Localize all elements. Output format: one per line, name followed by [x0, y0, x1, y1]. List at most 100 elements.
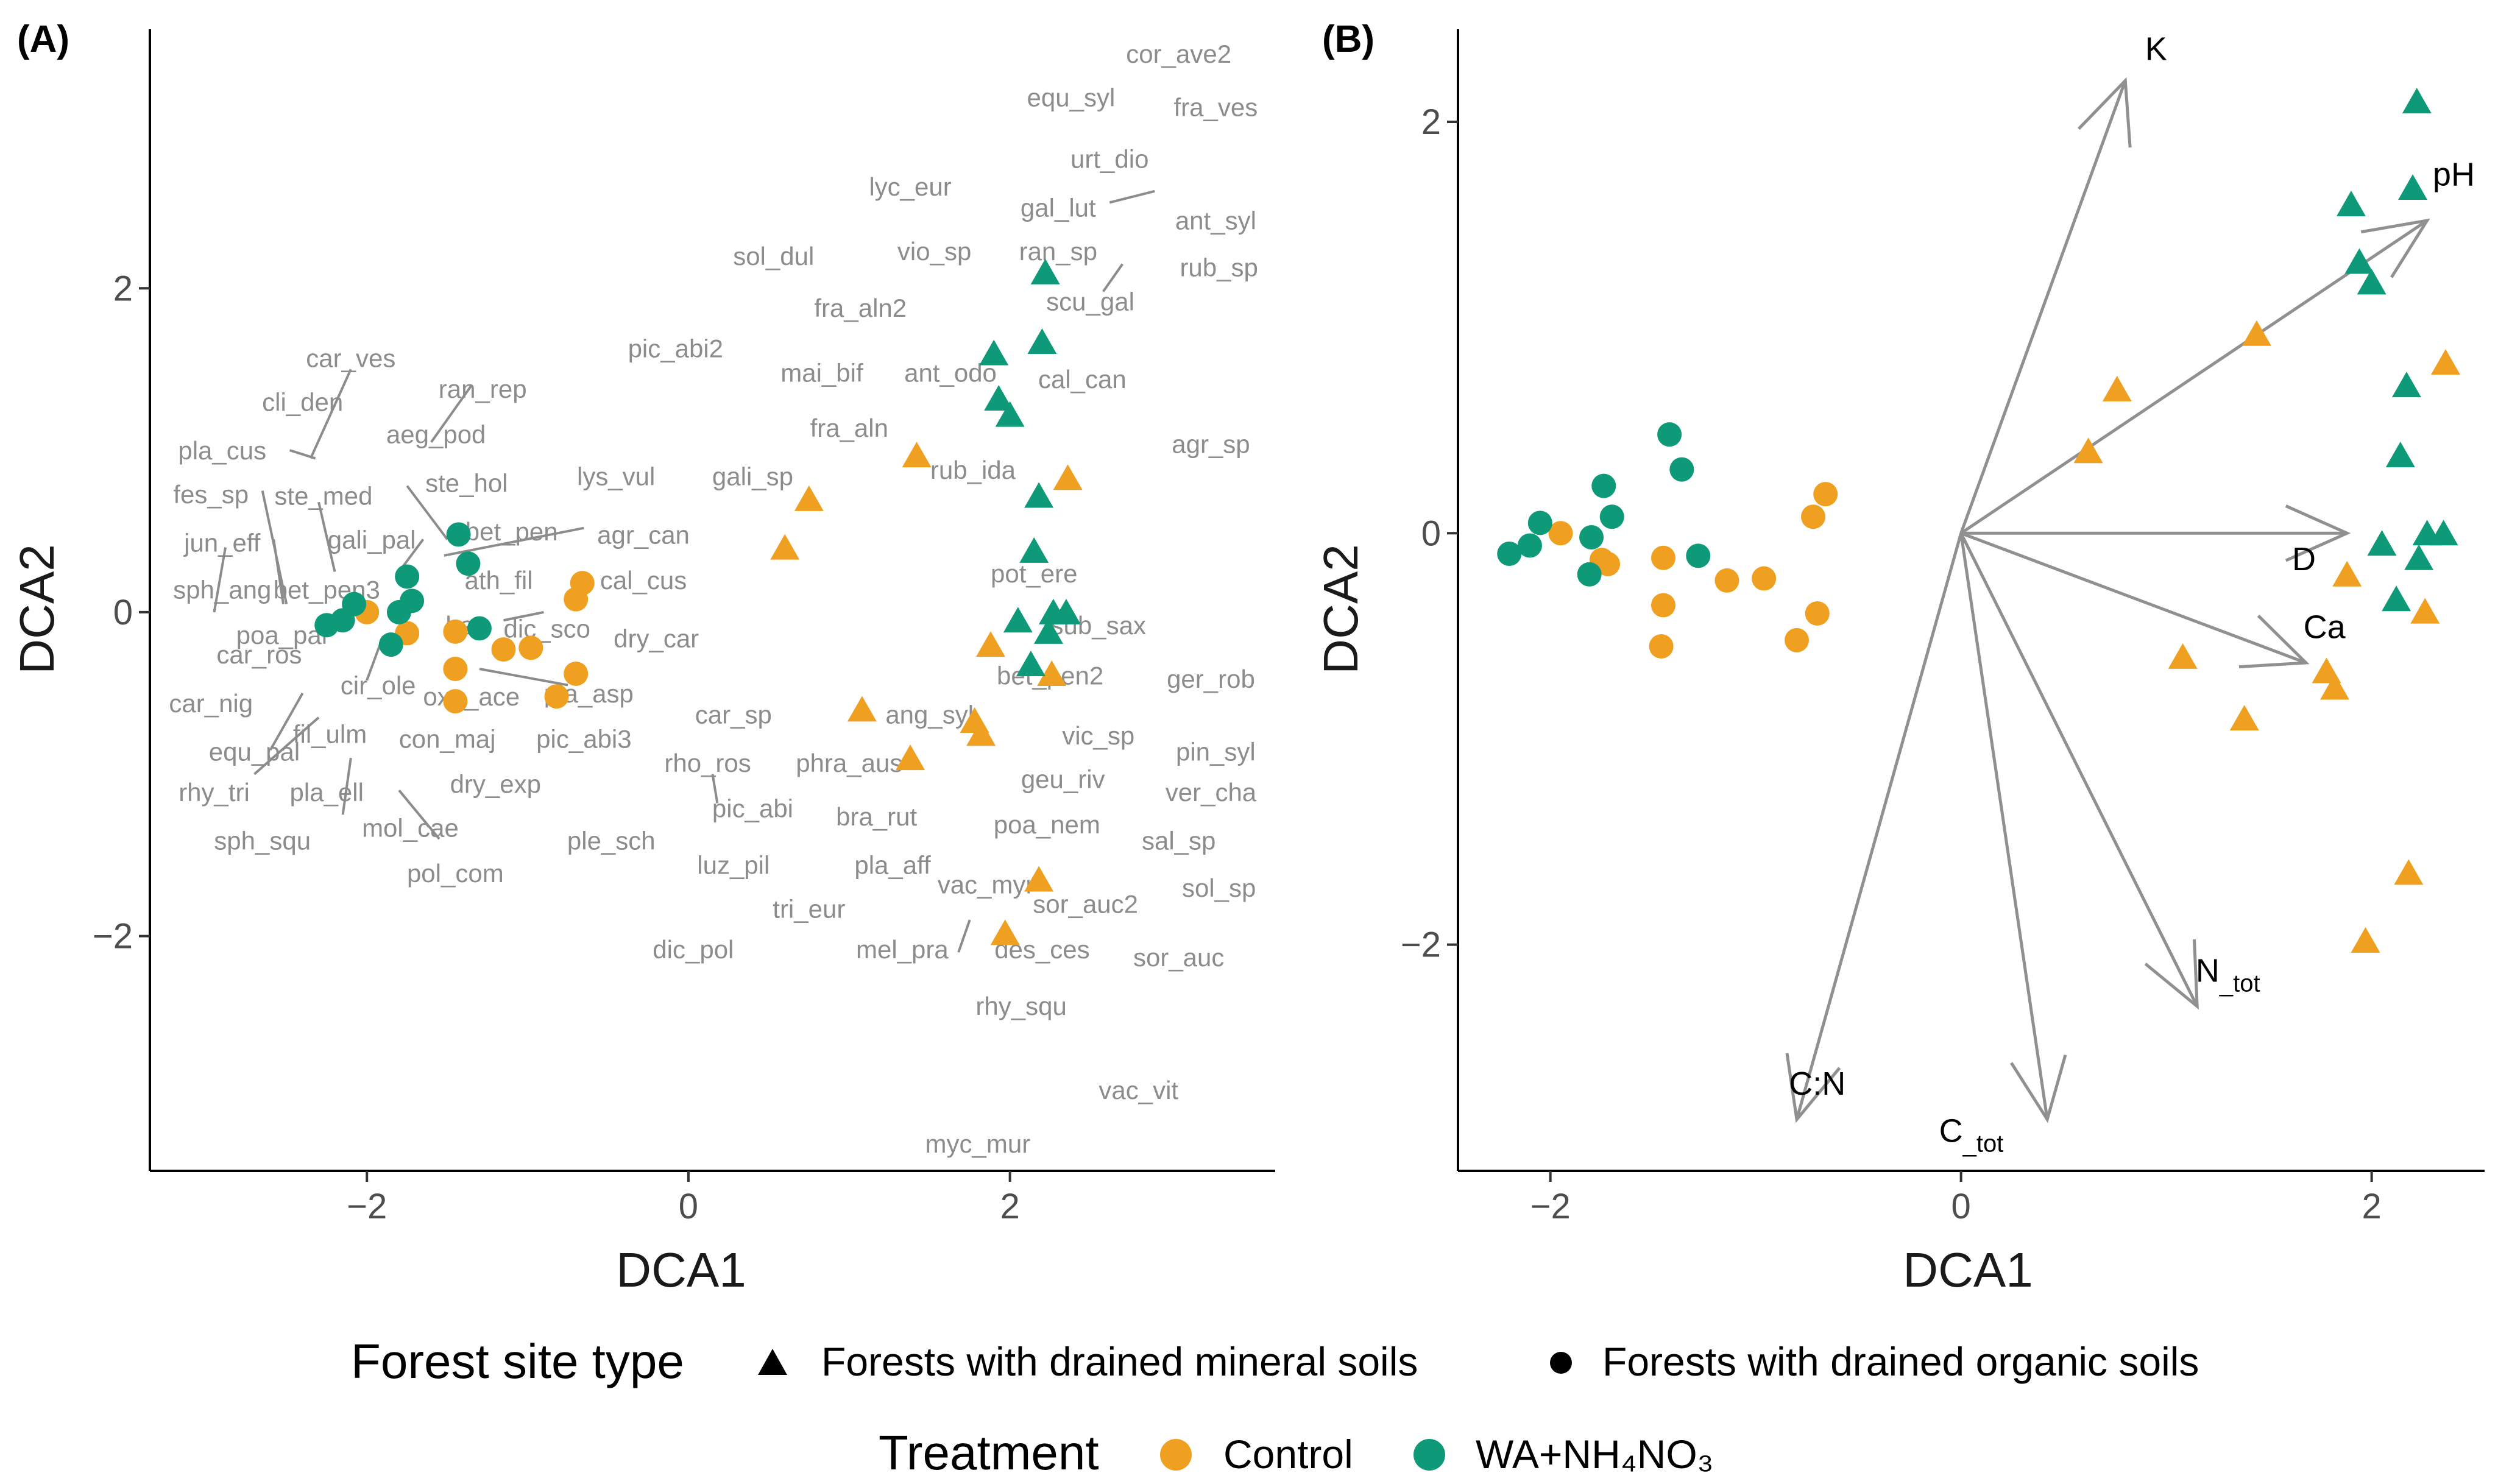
organic-site-point — [1599, 504, 1624, 529]
vector-arrowhead — [2238, 614, 2310, 669]
organic-site-point — [400, 588, 425, 613]
species-label: pol_com — [407, 859, 504, 888]
species-label: rho_ros — [664, 749, 751, 777]
species-label: car_ves — [306, 344, 395, 373]
organic-site-point — [443, 619, 468, 644]
mineral-site-point — [2410, 598, 2440, 624]
mineral-site-point — [2385, 441, 2415, 467]
mineral-site-point — [984, 385, 1014, 411]
species-label: dry_car — [614, 624, 699, 652]
y-tick-label: 0 — [113, 593, 133, 632]
species-label: ste_hol — [425, 468, 508, 497]
panel-a-x-title: DCA1 — [616, 1243, 746, 1297]
species-label: luz_pil — [697, 851, 770, 880]
species-label: sol_sp — [1182, 874, 1256, 902]
species-label: vio_sp — [897, 237, 971, 266]
organic-site-point — [443, 656, 468, 681]
legend-site-organic: Forests with drained organic soils — [1602, 1339, 2199, 1384]
panel-a: (A) cor_ave2 equ_syl fra_ves urt_dio lyc_eur… — [10, 18, 1275, 1297]
mineral-site-point — [2429, 520, 2458, 546]
mineral-site-point — [2430, 349, 2460, 375]
legend-treatment-title: Treatment — [879, 1426, 1099, 1480]
vector-label-main: K — [2145, 31, 2167, 68]
species-label: ple_sch — [567, 827, 656, 855]
organic-site-point — [1801, 504, 1826, 529]
legend-triangle-marker — [758, 1349, 787, 1375]
species-label: pic_abi — [712, 794, 793, 823]
species-label: cal_can — [1038, 365, 1127, 394]
species-connector — [272, 539, 285, 604]
organic-site-point — [1517, 533, 1542, 558]
vector-label-main: C:N — [1789, 1065, 1845, 1102]
species-connector — [253, 716, 320, 776]
mineral-site-point — [2391, 372, 2421, 398]
mineral-site-point — [847, 696, 877, 722]
species-label: ger_rob — [1167, 665, 1255, 693]
organic-site-point — [395, 564, 420, 589]
species-connector — [479, 668, 568, 687]
mineral-site-point — [2168, 643, 2198, 669]
species-label: vac_vit — [1099, 1076, 1178, 1104]
x-tick-label: 0 — [679, 1187, 698, 1226]
species-label: pot_ere — [991, 559, 1077, 588]
panel-b-axes: −2 0 2 −2 0 2 — [1401, 29, 2485, 1226]
site-points — [1497, 88, 2460, 953]
mineral-site-point — [2351, 927, 2380, 953]
species-connector — [430, 384, 473, 443]
species-label: poa_nem — [994, 810, 1100, 839]
mineral-site-point — [794, 485, 824, 511]
vector-arrowhead — [2144, 939, 2199, 1010]
species-label: fra_aln — [810, 414, 888, 442]
species-label: ran_rep — [439, 375, 527, 403]
vector-label-sub: _tot — [2219, 970, 2260, 997]
species-label: cor_ave2 — [1126, 40, 1231, 68]
organic-site-point — [1548, 521, 1573, 546]
species-label: cal_cus — [600, 566, 687, 595]
species-label: cir_ole — [341, 671, 416, 700]
vector-n-tot — [1959, 532, 2199, 1007]
mineral-site-point — [995, 401, 1025, 427]
species-label: mel_pra — [856, 935, 949, 964]
species-label: sph_ang — [173, 576, 271, 604]
species-label: car_sp — [695, 700, 772, 729]
mineral-site-point — [1016, 650, 1046, 676]
species-label: fil_ulm — [293, 719, 367, 748]
y-tick-label: 2 — [1421, 102, 1441, 142]
species-label: ant_syl — [1175, 207, 1256, 235]
organic-site-point — [1651, 593, 1675, 618]
vector-arrowhead — [2010, 1055, 2067, 1123]
organic-site-point — [1596, 551, 1621, 576]
mineral-site-point — [902, 442, 932, 468]
species-label: sor_auc — [1133, 943, 1224, 972]
species-connector — [1102, 263, 1123, 292]
species-connector — [398, 790, 441, 840]
organic-site-point — [443, 689, 468, 714]
site-points — [314, 258, 1083, 945]
vector-label-main: D — [2292, 541, 2316, 578]
organic-site-point — [570, 571, 595, 596]
mineral-site-point — [966, 720, 996, 746]
x-tick-label: −2 — [347, 1187, 387, 1226]
vector-label: D — [2292, 541, 2316, 578]
mineral-site-point — [2357, 269, 2387, 295]
species-connector — [957, 919, 971, 953]
vector-label: N_tot — [2196, 952, 2260, 997]
vector-arrowhead — [2078, 77, 2132, 148]
organic-site-point — [1577, 562, 1602, 587]
species-label: bet_pen — [465, 517, 558, 546]
panel-a-tag: (A) — [17, 18, 69, 60]
species-label: pla_aff — [854, 851, 931, 880]
species-connector — [1109, 189, 1155, 204]
species-label: fes_sp — [173, 480, 249, 509]
organic-site-point — [1649, 634, 1674, 659]
mineral-site-point — [1024, 482, 1054, 508]
mineral-site-point — [1037, 660, 1067, 686]
species-label: dic_pol — [653, 935, 734, 964]
species-connector — [711, 774, 719, 804]
mineral-site-point — [2332, 560, 2362, 587]
species-label: ste_med — [274, 482, 372, 511]
species-label: scu_gal — [1046, 288, 1134, 316]
species-label: dic_sco — [504, 615, 590, 643]
